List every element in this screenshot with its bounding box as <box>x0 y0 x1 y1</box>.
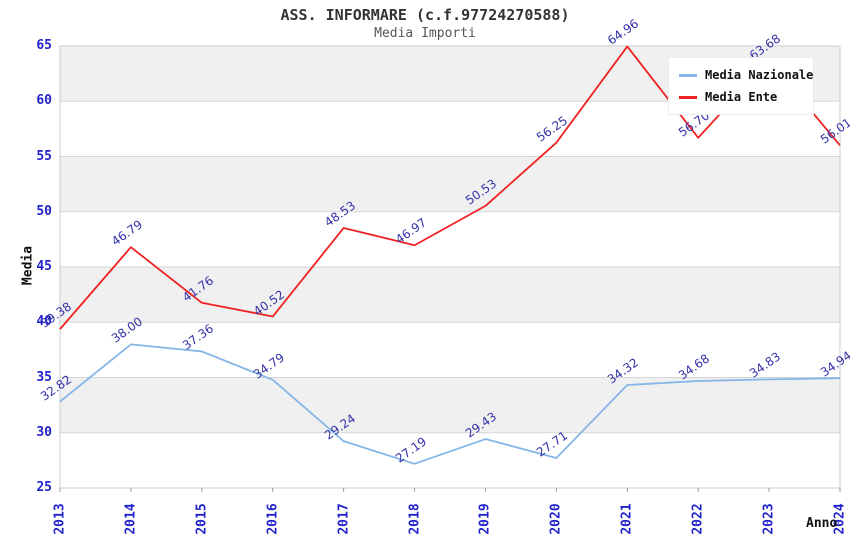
x-tick-label: 2014 <box>123 503 139 535</box>
plot-band <box>60 267 840 323</box>
y-tick-label: 65 <box>36 38 52 53</box>
x-tick-label: 2019 <box>477 503 493 535</box>
y-axis-title: Media <box>20 245 36 286</box>
y-tick-label: 35 <box>36 369 52 385</box>
x-tick-label: 2016 <box>265 503 281 535</box>
legend-label-media-nazionale: Media Nazionale <box>705 68 814 82</box>
chart-subtitle: Media Importi <box>374 26 476 41</box>
legend-swatch-media-ente <box>679 95 697 99</box>
series-line-media-nazionale <box>59 343 841 465</box>
y-tick-label: 25 <box>36 480 52 495</box>
plot-band <box>60 156 840 212</box>
x-axis-title: Anno <box>806 516 838 531</box>
plot-frame <box>59 45 841 489</box>
legend-item-media-ente: Media Ente <box>679 86 803 108</box>
plot-band <box>60 322 840 378</box>
y-tick-label: 40 <box>36 314 52 330</box>
y-tick-label: 30 <box>36 424 52 440</box>
plot-band <box>60 432 840 488</box>
plot-band <box>60 377 840 433</box>
x-tick-label: 2020 <box>548 503 564 535</box>
y-tick-label: 60 <box>36 93 52 109</box>
chart-title: ASS. INFORMARE (c.f.97724270588) <box>280 6 570 24</box>
y-tick-label: 50 <box>36 203 52 219</box>
legend-label-media-ente: Media Ente <box>705 90 778 104</box>
y-tick-label: 55 <box>36 148 52 164</box>
legend-item-media-nazionale: Media Nazionale <box>679 64 813 86</box>
legend: Media Nazionale Media Ente <box>668 57 814 115</box>
x-tick-label: 2017 <box>336 503 352 535</box>
x-tick-label: 2015 <box>194 503 210 535</box>
x-tick-label: 2018 <box>407 503 423 535</box>
legend-swatch-media-nazionale <box>679 73 697 77</box>
y-tick-label: 45 <box>36 259 52 274</box>
x-tick-label: 2021 <box>619 503 635 535</box>
plot-band <box>60 211 840 267</box>
series-line-media-ente <box>59 45 841 330</box>
x-tick-label: 2013 <box>52 503 68 535</box>
x-tick-label: 2023 <box>761 503 777 535</box>
x-tick-label: 2022 <box>690 503 706 535</box>
